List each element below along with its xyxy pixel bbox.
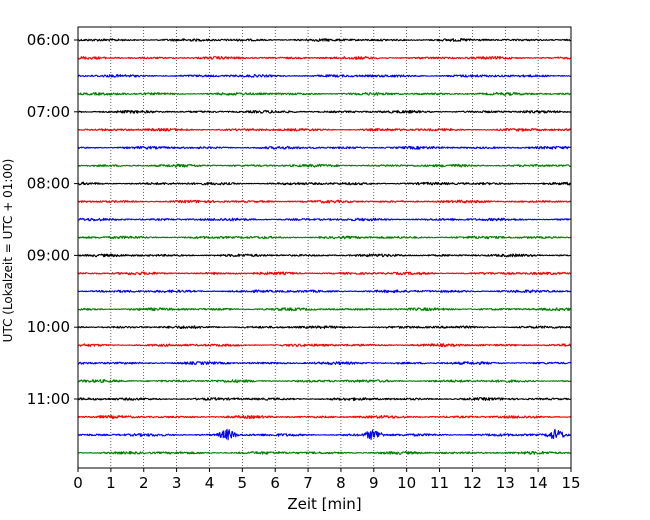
trace-line — [77, 343, 572, 348]
trace-line — [77, 55, 572, 60]
x-tick-label: 7 — [303, 474, 313, 492]
x-tick-label: 5 — [238, 474, 248, 492]
trace-line — [77, 235, 572, 240]
trace-line — [77, 325, 572, 330]
y-tick-label: 10:00 — [27, 318, 70, 336]
trace-line — [77, 379, 572, 383]
trace-line — [77, 361, 572, 366]
trace-line — [77, 127, 572, 132]
y-tick-label: 07:00 — [27, 103, 70, 121]
x-tick-label: 12 — [463, 474, 482, 492]
x-tick-label: 11 — [430, 474, 449, 492]
trace-line — [77, 271, 572, 276]
y-tick-label: 11:00 — [27, 390, 70, 408]
trace-line — [77, 145, 572, 150]
x-tick-label: 14 — [529, 474, 548, 492]
x-tick-label: 9 — [369, 474, 379, 492]
y-axis-label: UTC (Lokalzeit = UTC + 01:00) — [1, 159, 15, 343]
trace-line — [77, 450, 572, 455]
trace-line — [77, 414, 572, 419]
trace-line — [77, 289, 572, 294]
traces — [77, 37, 572, 455]
y-axis-ticks: 06:00 07:00 08:00 09:00 10:00 11:00 — [27, 31, 78, 408]
plot-frame — [77, 26, 572, 469]
trace-line — [77, 109, 572, 114]
x-tick-label: 1 — [106, 474, 116, 492]
x-axis-ticks: 0 1 2 3 4 5 6 7 8 9 10 11 12 13 14 15 — [73, 468, 581, 492]
x-axis-label: Zeit [min] — [287, 495, 361, 513]
y-tick-label: 09:00 — [27, 246, 70, 264]
x-tick-label: 6 — [270, 474, 280, 492]
y-tick-label: 06:00 — [27, 31, 70, 49]
trace-line — [77, 199, 572, 204]
x-tick-label: 0 — [73, 474, 83, 492]
trace-line — [77, 181, 572, 186]
x-tick-label: 8 — [336, 474, 346, 492]
trace-line — [77, 307, 572, 312]
y-tick-label: 08:00 — [27, 175, 70, 193]
trace-line — [77, 428, 572, 441]
x-tick-label: 4 — [205, 474, 215, 492]
trace-line — [77, 217, 572, 222]
x-tick-label: 3 — [172, 474, 182, 492]
trace-line — [77, 37, 572, 42]
x-tick-label: 10 — [397, 474, 416, 492]
trace-line — [77, 73, 572, 78]
x-tick-label: 15 — [561, 474, 580, 492]
x-tick-label: 2 — [139, 474, 149, 492]
trace-line — [77, 253, 572, 258]
trace-line — [77, 396, 572, 401]
x-tick-label: 13 — [496, 474, 515, 492]
trace-line — [77, 91, 572, 96]
trace-line — [77, 163, 572, 168]
